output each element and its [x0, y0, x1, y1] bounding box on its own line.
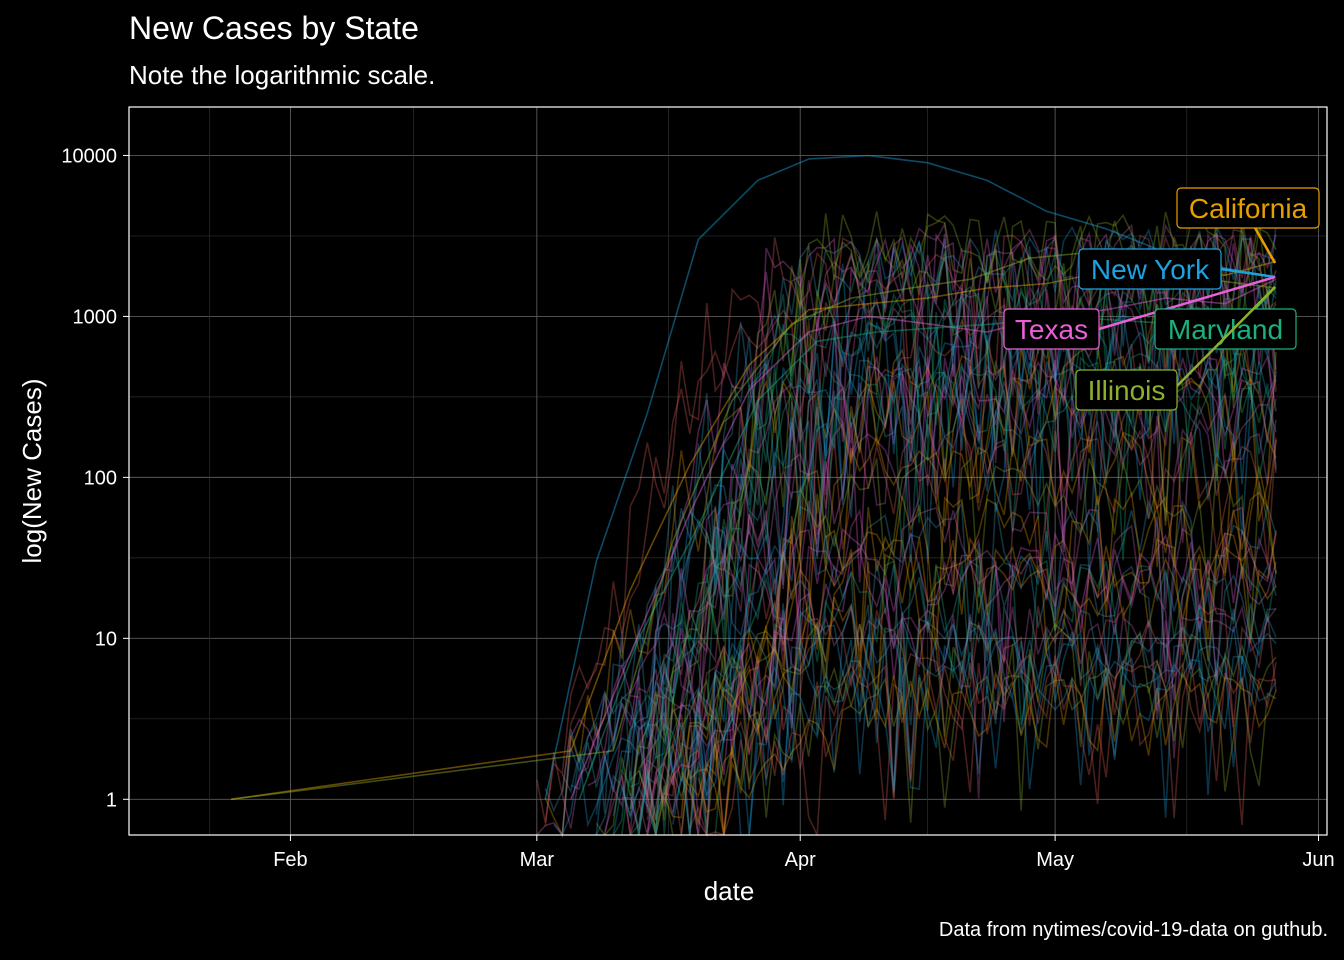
- x-tick-label: Mar: [520, 849, 555, 871]
- x-tick-label: Feb: [273, 849, 307, 871]
- state-series-line: [629, 250, 1277, 836]
- state-series-line: [553, 553, 1277, 837]
- y-tick-label: 10000: [61, 145, 117, 167]
- label-box-texas: [1003, 308, 1100, 350]
- x-tick-label: Apr: [785, 849, 816, 871]
- y-tick-label: 1000: [73, 306, 118, 328]
- state-series-line: [697, 670, 1277, 813]
- state-series-line: [638, 666, 1277, 836]
- background-series: [536, 211, 1277, 838]
- y-axis-title: log(New Cases): [17, 379, 47, 564]
- panel-border: [128, 106, 1328, 836]
- leader-line-texas: [1098, 275, 1276, 331]
- state-series-line: [544, 376, 1277, 838]
- state-series-line: [604, 369, 1277, 836]
- state-series-line: [689, 652, 1277, 837]
- y-tick-label: 1: [106, 789, 117, 811]
- x-axis-title: date: [704, 876, 755, 906]
- state-series-line: [638, 211, 1277, 821]
- chart-title: New Cases by State: [129, 10, 419, 46]
- leader-line-illinois: [1176, 286, 1276, 387]
- state-series-line: [536, 301, 1277, 823]
- state-series-line: [595, 320, 1277, 836]
- state-series-line: [638, 221, 1277, 836]
- series-line-texas: [570, 278, 1277, 800]
- x-tick-label: Jun: [1302, 849, 1334, 871]
- state-series-line: [621, 232, 1277, 830]
- state-series-line: [621, 356, 1277, 836]
- state-series-line: [544, 499, 1277, 813]
- state-series-line: [689, 339, 1277, 798]
- leader-line-new-york: [1220, 267, 1276, 279]
- state-series-line: [638, 559, 1277, 836]
- state-series-line: [536, 527, 1277, 838]
- series-label-new-york: New York: [1091, 254, 1210, 285]
- state-series-line: [663, 660, 1277, 836]
- state-series-line: [612, 655, 1277, 836]
- state-series-line: [646, 456, 1277, 836]
- y-axis: 1 10 100 1000 10000: [61, 145, 129, 811]
- state-series-line: [646, 428, 1277, 821]
- state-series-line: [621, 604, 1277, 836]
- y-tick-label: 10: [95, 628, 117, 650]
- gridlines: [129, 107, 1327, 835]
- state-series-line: [595, 621, 1277, 837]
- label-box-illinois: [1075, 369, 1178, 411]
- state-series-line: [689, 490, 1277, 836]
- label-box-maryland: [1154, 308, 1297, 350]
- state-series-line: [672, 312, 1277, 813]
- series-label-maryland: Maryland: [1168, 314, 1283, 345]
- state-series-line: [646, 547, 1277, 833]
- y-tick-label: 100: [84, 467, 117, 489]
- series-label-california: California: [1189, 193, 1308, 224]
- x-tick-label: May: [1036, 849, 1074, 871]
- label-box-new-york: [1078, 248, 1222, 290]
- state-series-line: [561, 506, 1277, 829]
- state-series-line: [646, 530, 1277, 821]
- state-series-line: [595, 602, 1277, 836]
- state-series-line: [629, 615, 1277, 836]
- state-series-line: [561, 630, 1277, 836]
- series-label-texas: Texas: [1015, 314, 1088, 345]
- leader-line-california: [1254, 227, 1277, 264]
- state-series-line: [663, 431, 1277, 819]
- state-series-line: [680, 545, 1277, 836]
- series-label-illinois: Illinois: [1088, 375, 1166, 406]
- x-axis: Feb Mar Apr May Jun: [273, 835, 1335, 871]
- state-series-line: [604, 418, 1277, 836]
- state-series-line: [689, 354, 1277, 836]
- chart-subtitle: Note the logarithmic scale.: [129, 60, 436, 90]
- chart-caption: Data from nytimes/covid-19-data on guthu…: [938, 919, 1328, 941]
- label-box-california: [1176, 187, 1320, 229]
- state-series-line: [629, 604, 1277, 816]
